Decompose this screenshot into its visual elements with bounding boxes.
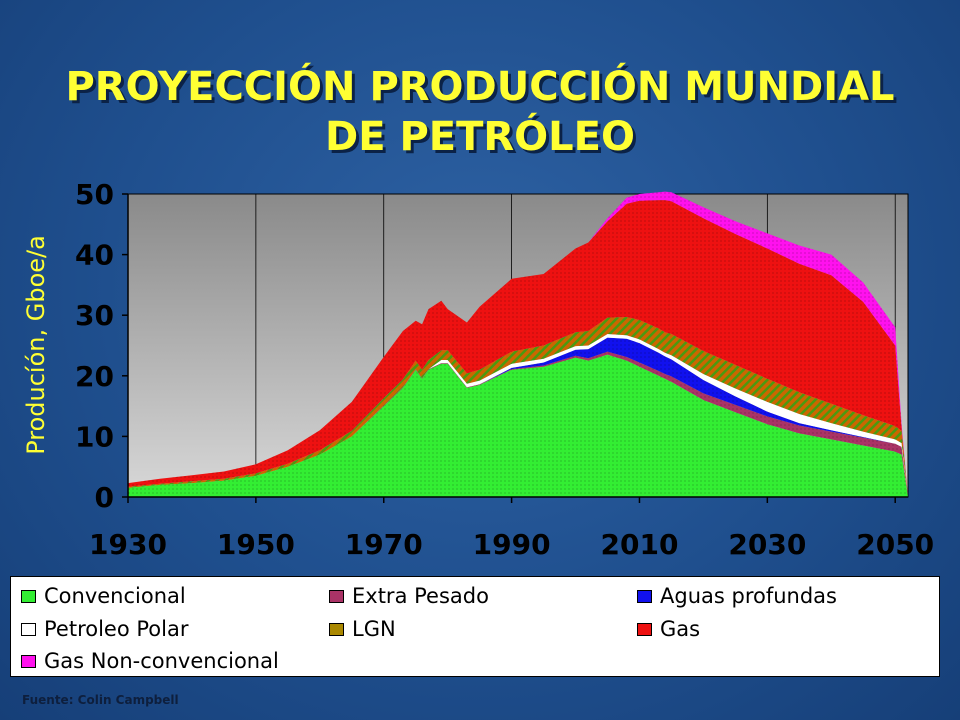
legend-swatch-convencional bbox=[21, 589, 36, 603]
y-tick-label-20: 20 bbox=[75, 360, 114, 393]
legend-label-gas: Gas bbox=[660, 617, 701, 641]
area-series-group bbox=[128, 191, 908, 497]
x-tick-label-1970: 1970 bbox=[345, 528, 423, 561]
legend-label-aguas-profundas: Aguas profundas bbox=[660, 584, 837, 608]
y-tick-label-50: 50 bbox=[75, 178, 114, 211]
legend-swatch-aguas-profundas bbox=[637, 589, 652, 603]
x-tick-label-1950: 1950 bbox=[217, 528, 295, 561]
legend-item-lgn: LGN bbox=[329, 616, 396, 642]
legend-swatch-petroleo-polar bbox=[21, 622, 36, 636]
x-tick-label-1930: 1930 bbox=[89, 528, 167, 561]
slide-title: PROYECCIÓN PRODUCCIÓN MUNDIAL DE PETRÓLE… bbox=[0, 62, 960, 162]
x-tick-label-2010: 2010 bbox=[601, 528, 679, 561]
legend-label-extra-pesado: Extra Pesado bbox=[352, 584, 489, 608]
y-axis-label: Producíón, Gboe/a bbox=[22, 235, 50, 455]
y-tick-label-10: 10 bbox=[75, 420, 114, 453]
area-petroleo-polar bbox=[128, 334, 908, 497]
legend-swatch-lgn bbox=[329, 622, 344, 636]
legend-item-petroleo-polar: Petroleo Polar bbox=[21, 616, 188, 642]
legend-item-aguas-profundas: Aguas profundas bbox=[637, 583, 837, 609]
area-lgn bbox=[128, 317, 908, 497]
legend-swatch-gas bbox=[637, 622, 652, 636]
legend-item-gas-non-convencional: Gas Non-convencional bbox=[21, 648, 279, 674]
x-tick-label-2030: 2030 bbox=[728, 528, 806, 561]
x-tick-label-1990: 1990 bbox=[473, 528, 551, 561]
legend-item-convencional: Convencional bbox=[21, 583, 186, 609]
y-tick-label-0: 0 bbox=[95, 481, 114, 514]
legend-label-convencional: Convencional bbox=[44, 584, 186, 608]
area-texture-convencional bbox=[128, 354, 908, 497]
legend-swatch-gas-non-convencional bbox=[21, 654, 36, 668]
area-texture-gas bbox=[128, 200, 908, 497]
x-tick-label-2050: 2050 bbox=[856, 528, 934, 561]
y-tick-label-30: 30 bbox=[75, 299, 114, 332]
legend: Convencional Extra Pesado Aguas profunda… bbox=[10, 576, 940, 677]
slide-title-line-2: DE PETRÓLEO bbox=[325, 114, 635, 160]
y-tick-label-40: 40 bbox=[75, 239, 114, 272]
legend-label-petroleo-polar: Petroleo Polar bbox=[44, 617, 189, 641]
legend-swatch-extra-pesado bbox=[329, 589, 344, 603]
source-note: Fuente: Colin Campbell bbox=[22, 693, 179, 707]
legend-label-lgn: LGN bbox=[352, 617, 396, 641]
slide-title-line-1: PROYECCIÓN PRODUCCIÓN MUNDIAL bbox=[65, 64, 895, 110]
legend-label-gas-non-convencional: Gas Non-convencional bbox=[44, 649, 279, 673]
legend-item-gas: Gas bbox=[637, 616, 700, 642]
legend-item-extra-pesado: Extra Pesado bbox=[329, 583, 489, 609]
